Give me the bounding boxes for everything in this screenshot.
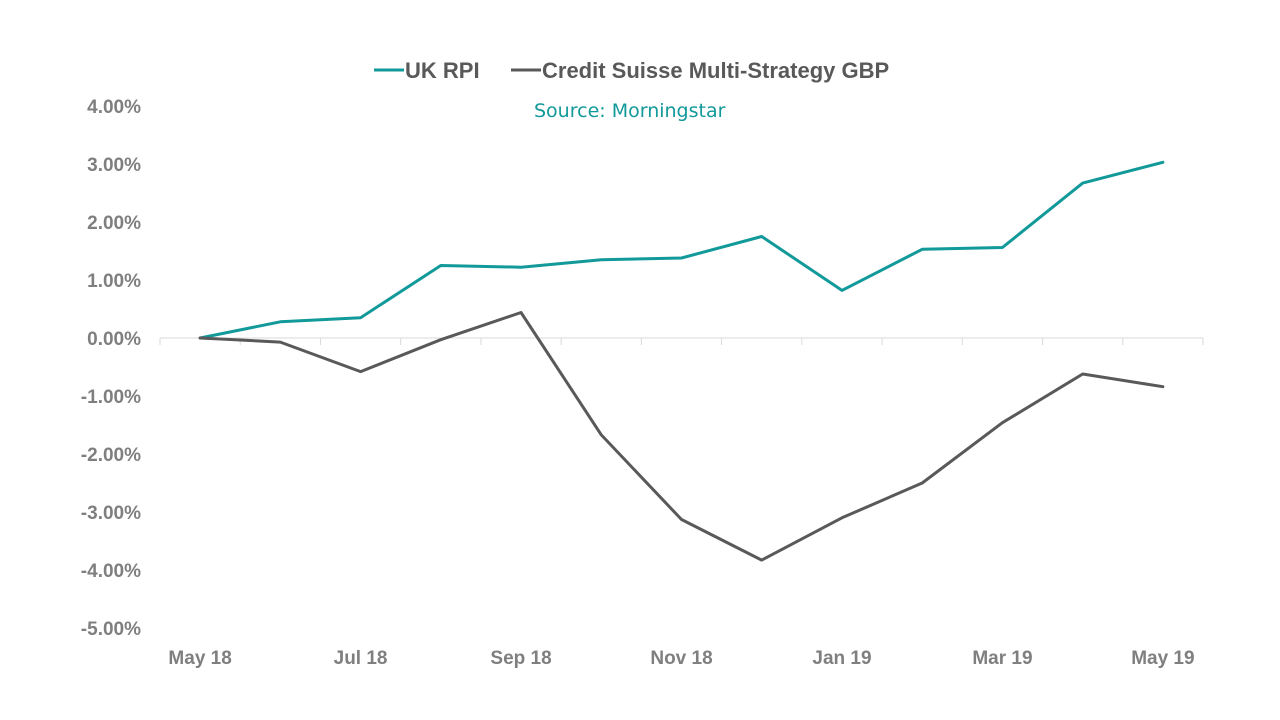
legend-label-uk-rpi: UK RPI	[405, 58, 480, 83]
y-tick-label: 1.00%	[87, 271, 141, 292]
x-tick-label: Mar 19	[972, 648, 1032, 669]
x-tick-label: Nov 18	[650, 648, 712, 669]
x-tick-label: Jul 18	[334, 648, 388, 669]
chart-legend: UK RPI Credit Suisse Multi-Strategy GBP	[374, 58, 889, 83]
source-annotation: Source: Morningstar	[534, 100, 726, 122]
y-tick-label: -2.00%	[81, 445, 141, 466]
chart-series	[198, 160, 1165, 562]
y-tick-label: -1.00%	[81, 387, 141, 408]
y-tick-label: 2.00%	[87, 213, 141, 234]
series-line-credit-suisse-multi-strategy-gbp	[198, 311, 1165, 562]
y-tick-label: 4.00%	[87, 97, 141, 118]
y-tick-label: 0.00%	[87, 329, 141, 350]
series-line-uk-rpi	[198, 160, 1165, 340]
x-tick-label: May 19	[1131, 648, 1194, 669]
x-tick-label: Jan 19	[812, 648, 871, 669]
chart-axes: 4.00% 3.00% 2.00% 1.00% 0.00% -1.00% -2.00% -3.…	[81, 97, 1204, 669]
legend-label-credit-suisse: Credit Suisse Multi-Strategy GBP	[542, 58, 889, 83]
y-tick-label: -3.00%	[81, 503, 141, 524]
x-tick-label: Sep 18	[490, 648, 551, 669]
y-tick-label: -5.00%	[81, 619, 141, 640]
y-tick-label: 3.00%	[87, 155, 141, 176]
y-tick-label: -4.00%	[81, 561, 141, 582]
x-tick-label: May 18	[168, 648, 231, 669]
